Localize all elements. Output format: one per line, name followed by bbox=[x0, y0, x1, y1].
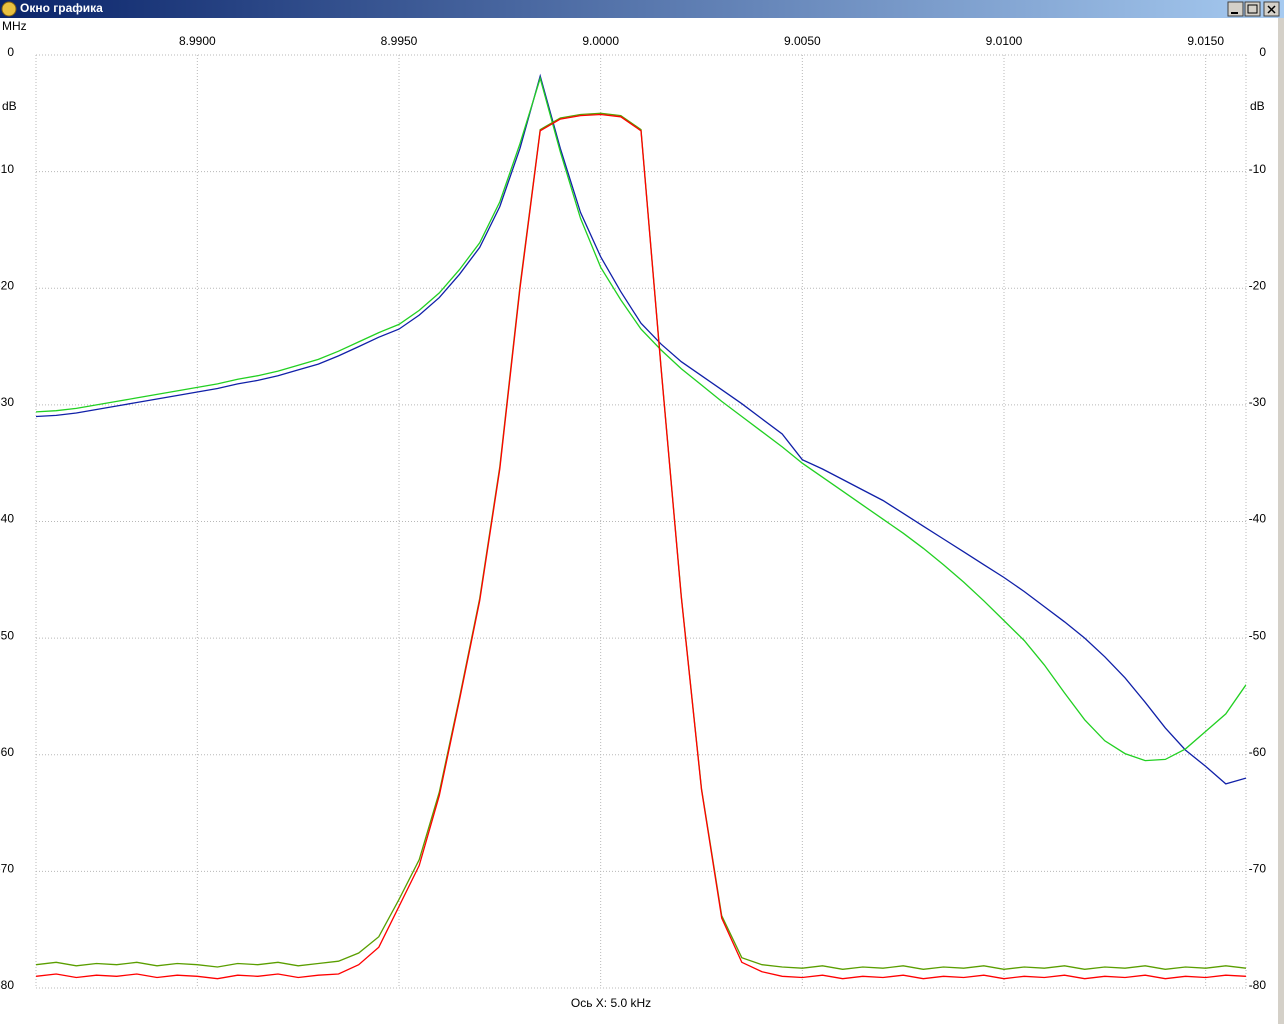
y-tick-label-left: -70 bbox=[0, 862, 14, 876]
title-bar bbox=[0, 0, 1284, 18]
y-tick-label-right: -20 bbox=[1249, 278, 1267, 292]
y-tick-label-right: -70 bbox=[1249, 862, 1267, 876]
y-tick-label-left: 0 bbox=[7, 45, 14, 59]
x-tick-label: 9.0150 bbox=[1187, 34, 1224, 48]
x-unit: MHz bbox=[2, 19, 27, 33]
window-title: Окно графика bbox=[20, 1, 103, 15]
y-tick-label-right: -50 bbox=[1249, 628, 1267, 642]
window-icon bbox=[1, 1, 17, 17]
x-tick-label: 8.9900 bbox=[179, 34, 216, 48]
y-tick-label-right: -80 bbox=[1249, 978, 1267, 992]
y-unit-left: dB bbox=[2, 99, 17, 113]
series-line bbox=[36, 73, 1246, 785]
y-tick-label-right: -30 bbox=[1249, 395, 1267, 409]
maximize-button[interactable] bbox=[1244, 1, 1261, 17]
y-tick-label-left: -50 bbox=[0, 628, 14, 642]
series-line bbox=[36, 112, 1246, 970]
y-tick-label-left: -30 bbox=[0, 395, 14, 409]
x-tick-label: 9.0000 bbox=[582, 34, 619, 48]
y-tick-label-right: -60 bbox=[1249, 745, 1267, 759]
y-tick-label-left: -60 bbox=[0, 745, 14, 759]
y-tick-label-right: -40 bbox=[1249, 512, 1267, 526]
plot-area bbox=[36, 73, 1246, 980]
y-unit-right: dB bbox=[1250, 99, 1265, 113]
y-tick-label-left: -20 bbox=[0, 278, 14, 292]
x-tick-label: 9.0100 bbox=[986, 34, 1023, 48]
y-tick-label-left: -10 bbox=[0, 162, 14, 176]
close-icon bbox=[1267, 5, 1276, 14]
x-tick-label: 8.9950 bbox=[381, 34, 418, 48]
maximize-icon bbox=[1247, 4, 1258, 14]
series-line bbox=[36, 75, 1246, 762]
x-tick-label: 9.0050 bbox=[784, 34, 821, 48]
y-tick-label-left: -80 bbox=[0, 978, 14, 992]
y-tick-label-right: -10 bbox=[1249, 162, 1267, 176]
y-tick-label-left: -40 bbox=[0, 512, 14, 526]
y-tick-label-right: 0 bbox=[1259, 45, 1266, 59]
x-axis-label: Ось X: 5.0 kHz bbox=[571, 996, 651, 1010]
series-line bbox=[36, 113, 1246, 980]
window-buttons[interactable] bbox=[1227, 1, 1280, 17]
